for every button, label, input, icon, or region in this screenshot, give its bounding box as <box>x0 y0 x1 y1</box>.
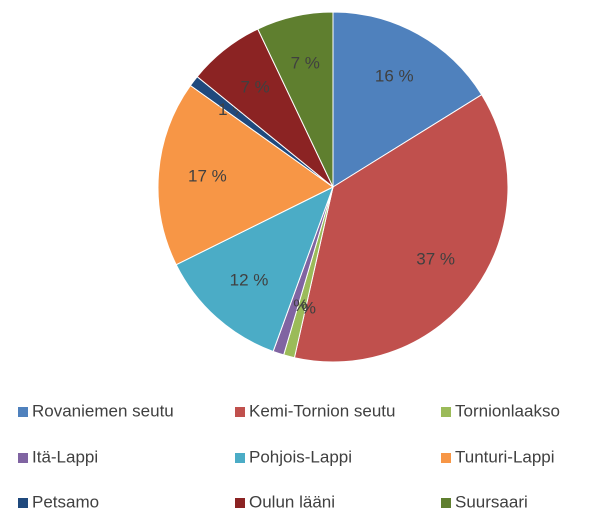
legend-swatch <box>18 453 28 463</box>
legend-label: Tunturi-Lappi <box>455 447 555 466</box>
legend-label: Tornionlaakso <box>455 401 560 420</box>
pie-slice <box>157 84 334 266</box>
legend-label: Kemi-Tornion seutu <box>249 401 395 420</box>
legend-label: Oulun lääni <box>249 492 335 511</box>
legend-label: Suursaari <box>455 492 528 511</box>
legend-swatch <box>235 407 245 417</box>
legend-label: Itä-Lappi <box>32 447 98 466</box>
legend-label: Pohjois-Lappi <box>249 447 352 466</box>
legend-swatch <box>235 453 245 463</box>
legend-swatch <box>18 407 28 417</box>
data-label: 16 % <box>375 66 414 85</box>
data-label: 17 % <box>188 166 227 185</box>
pie-slice <box>175 185 334 353</box>
legend-swatch <box>441 498 451 508</box>
legend-label: Rovaniemen seutu <box>32 401 174 420</box>
legend-label: Petsamo <box>32 492 99 511</box>
pie-slice <box>293 94 509 363</box>
legend-swatch <box>441 407 451 417</box>
legend-swatch <box>441 453 451 463</box>
data-label: 7 % <box>240 77 269 96</box>
data-label: 12 % <box>230 270 269 289</box>
legend-swatch <box>235 498 245 508</box>
pie-slice <box>257 11 334 188</box>
data-label: 7 % <box>291 54 320 73</box>
pie-slice <box>332 11 483 188</box>
data-label: 37 % <box>416 250 455 269</box>
legend-swatch <box>18 498 28 508</box>
